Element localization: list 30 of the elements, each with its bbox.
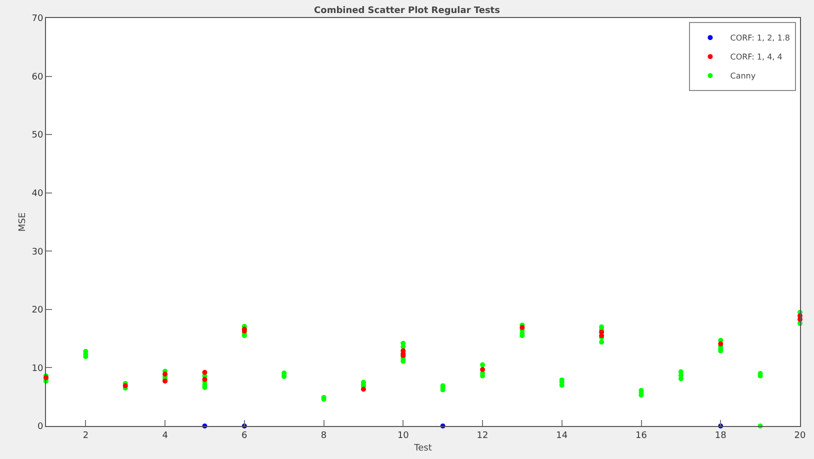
y-tick-label: 30	[32, 247, 44, 258]
y-tick-label: 10	[32, 364, 44, 374]
x-tick-label: 12	[476, 430, 488, 441]
chart-title: Combined Scatter Plot Regular Tests	[314, 6, 500, 16]
x-tick-label: 8	[320, 430, 327, 441]
x-tick-label: 14	[556, 430, 568, 441]
point	[360, 386, 366, 392]
x-tick-label: 18	[714, 430, 727, 441]
legend-label: Canny	[730, 72, 756, 81]
point	[202, 370, 208, 375]
x-tick-label: 20	[794, 430, 806, 441]
y-tick-label: 0	[37, 422, 44, 432]
legend-label: CORF: 1, 4, 4	[730, 52, 782, 62]
point	[480, 366, 486, 372]
x-tick-label: 16	[636, 430, 648, 441]
point	[202, 376, 208, 382]
legend-label: CORF: 1, 2, 1.8	[730, 34, 790, 43]
x-tick-label: 6	[242, 430, 248, 441]
y-tick-label: 50	[32, 130, 44, 141]
x-tick-label: 2	[82, 430, 89, 441]
y-tick-label: 70	[32, 14, 44, 24]
x-tick-label: 4	[162, 430, 168, 441]
y-tick-label: 40	[32, 189, 44, 200]
x-axis-title: Test	[413, 444, 432, 454]
y-tick-label: 60	[32, 72, 44, 82]
y-axis-title: MSE	[18, 212, 28, 232]
x-tick-label: 10	[397, 430, 410, 441]
y-tick-label: 20	[32, 306, 44, 316]
point	[520, 325, 525, 330]
point	[718, 341, 724, 346]
